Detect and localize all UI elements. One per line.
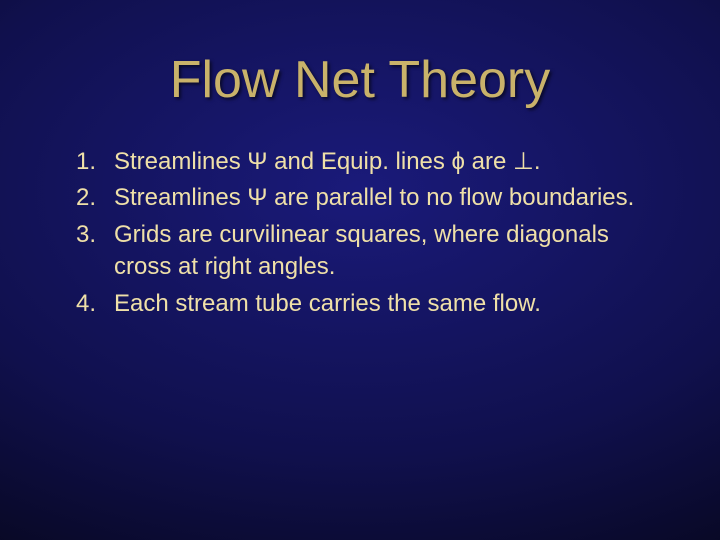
list-item: 2. Streamlines Ψ are parallel to no flow…	[68, 182, 660, 214]
list-number: 3.	[68, 219, 114, 284]
list-item: 1. Streamlines Ψ and Equip. lines ϕ are …	[68, 146, 660, 178]
list-text: Grids are curvilinear squares, where dia…	[114, 219, 660, 284]
bullet-list: 1. Streamlines Ψ and Equip. lines ϕ are …	[60, 146, 660, 320]
list-number: 2.	[68, 182, 114, 214]
slide: Flow Net Theory 1. Streamlines Ψ and Equ…	[0, 0, 720, 540]
list-text: Streamlines Ψ are parallel to no flow bo…	[114, 182, 660, 214]
list-item: 3. Grids are curvilinear squares, where …	[68, 219, 660, 284]
list-number: 1.	[68, 146, 114, 178]
list-number: 4.	[68, 288, 114, 320]
list-item: 4. Each stream tube carries the same flo…	[68, 288, 660, 320]
slide-title: Flow Net Theory	[60, 50, 660, 110]
list-text: Streamlines Ψ and Equip. lines ϕ are ⊥.	[114, 146, 660, 178]
list-text: Each stream tube carries the same flow.	[114, 288, 660, 320]
